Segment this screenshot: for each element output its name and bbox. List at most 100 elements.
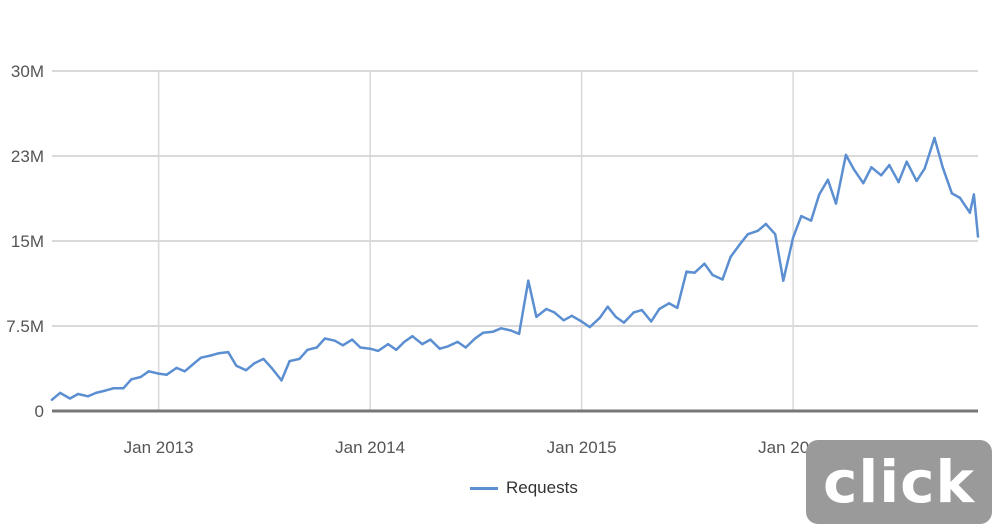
- data-point-0-106: [976, 235, 980, 238]
- data-point-0-68: [650, 320, 653, 323]
- data-point-0-3: [76, 392, 80, 396]
- data-point-0-60: [580, 320, 583, 323]
- data-point-0-17: [199, 356, 203, 359]
- series-layer: [50, 136, 980, 401]
- data-point-0-96: [897, 180, 900, 184]
- gridlines: [52, 70, 978, 411]
- data-point-0-4: [86, 395, 90, 398]
- data-point-0-30: [315, 346, 318, 349]
- data-point-0-39: [395, 348, 398, 351]
- data-point-0-89: [834, 202, 838, 205]
- data-point-0-62: [598, 316, 601, 320]
- y-tick-label-0: 0: [35, 402, 44, 421]
- data-point-0-55: [535, 315, 538, 319]
- data-point-0-1: [58, 391, 62, 395]
- data-point-0-90: [844, 153, 848, 157]
- data-point-0-46: [456, 340, 459, 344]
- data-point-0-2: [68, 397, 72, 400]
- data-point-0-50: [491, 330, 495, 333]
- data-point-0-78: [738, 243, 741, 246]
- data-point-0-13: [165, 373, 168, 376]
- data-point-0-94: [880, 174, 883, 177]
- data-point-0-98: [915, 179, 918, 183]
- data-point-0-87: [818, 193, 821, 196]
- data-point-0-84: [791, 236, 795, 239]
- data-point-0-16: [191, 363, 194, 366]
- data-point-0-47: [464, 346, 467, 349]
- series-line-requests: [50, 136, 980, 401]
- data-point-0-54: [527, 279, 530, 282]
- x-tick-label-1: Jan 2014: [335, 438, 405, 457]
- data-point-0-73: [693, 271, 696, 274]
- data-point-0-14: [175, 366, 178, 370]
- data-point-0-38: [386, 342, 390, 346]
- data-point-0-59: [570, 314, 573, 317]
- data-point-0-57: [553, 311, 556, 314]
- data-point-0-56: [545, 307, 548, 311]
- data-point-0-91: [852, 168, 856, 171]
- data-point-0-103: [958, 196, 962, 200]
- data-point-0-70: [667, 302, 671, 305]
- data-point-0-10: [139, 375, 142, 379]
- data-point-0-15: [183, 370, 186, 373]
- data-point-0-86: [809, 219, 813, 222]
- data-point-0-27: [288, 359, 291, 363]
- data-point-0-29: [306, 348, 309, 351]
- data-point-0-37: [377, 349, 380, 353]
- data-point-0-11: [147, 370, 150, 373]
- data-point-0-0: [50, 398, 54, 401]
- data-point-0-32: [333, 339, 336, 342]
- data-point-0-43: [429, 338, 432, 341]
- y-axis-tick-labels: 0 7.5M 15M 23M 30M: [6, 62, 44, 421]
- y-tick-label-1: 7.5M: [6, 317, 44, 336]
- legend-swatch-requests: [470, 486, 498, 490]
- data-point-0-81: [764, 222, 768, 226]
- x-tick-label-2: Jan 2015: [547, 438, 617, 457]
- data-point-0-79: [746, 233, 750, 236]
- data-point-0-19: [217, 352, 221, 355]
- data-point-0-33: [341, 344, 345, 347]
- data-point-0-49: [481, 331, 485, 334]
- data-point-0-40: [403, 340, 406, 344]
- x-tick-label-0: Jan 2013: [124, 438, 194, 457]
- data-point-0-67: [640, 308, 644, 312]
- y-tick-label-3: 23M: [11, 147, 44, 166]
- data-point-0-82: [774, 233, 777, 236]
- data-point-0-42: [421, 342, 424, 346]
- click-watermark-logo: click: [806, 440, 992, 524]
- data-point-0-36: [368, 347, 372, 350]
- data-point-0-20: [227, 350, 230, 354]
- y-tick-label-2: 15M: [11, 232, 44, 251]
- data-point-0-41: [411, 335, 414, 338]
- data-point-0-31: [323, 337, 327, 340]
- y-tick-label-4: 30M: [11, 62, 44, 81]
- data-point-0-72: [685, 270, 688, 273]
- data-point-0-100: [933, 136, 936, 140]
- legend-label-requests: Requests: [506, 478, 578, 497]
- data-point-0-22: [244, 369, 248, 372]
- data-point-0-9: [130, 378, 133, 381]
- data-point-0-7: [112, 387, 115, 390]
- data-point-0-93: [870, 166, 873, 169]
- data-point-0-88: [826, 178, 830, 181]
- data-point-0-12: [157, 372, 160, 375]
- data-point-0-45: [446, 345, 449, 348]
- legend[interactable]: Requests: [470, 478, 578, 498]
- data-point-0-18: [209, 354, 212, 357]
- data-point-0-74: [703, 262, 706, 265]
- data-point-0-52: [509, 329, 513, 332]
- data-point-0-63: [606, 305, 609, 308]
- data-point-0-66: [632, 311, 635, 314]
- data-point-0-69: [658, 307, 661, 311]
- data-point-0-92: [862, 182, 865, 185]
- data-point-0-102: [950, 192, 954, 195]
- data-point-0-6: [104, 389, 107, 392]
- data-point-0-104: [968, 211, 972, 214]
- data-point-0-25: [270, 366, 273, 370]
- data-point-0-35: [359, 346, 362, 349]
- data-point-0-5: [94, 391, 98, 395]
- data-point-0-85: [800, 214, 803, 218]
- data-point-0-44: [438, 347, 441, 350]
- data-point-0-58: [562, 319, 565, 322]
